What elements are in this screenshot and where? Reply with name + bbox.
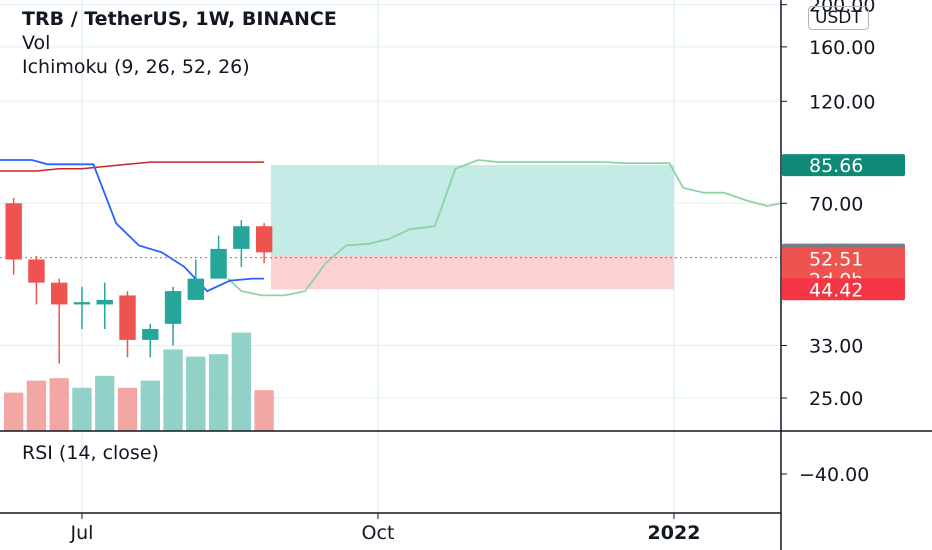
grid <box>0 0 781 513</box>
candle-body <box>142 329 159 340</box>
price-label-value: 44.42 <box>809 279 863 301</box>
candle-body <box>73 302 91 305</box>
price-label-box <box>782 278 905 301</box>
volume-bar <box>254 390 274 431</box>
volume-legend[interactable]: Vol <box>22 32 51 54</box>
candle-body <box>5 203 22 260</box>
candlesticks <box>0 197 781 364</box>
ichimoku-kijun-line <box>0 161 265 172</box>
volume-bar <box>163 349 183 431</box>
ichimoku-tenkan-line <box>0 159 265 293</box>
price-label-box <box>782 154 905 177</box>
time-tick-label: 2022 <box>648 522 701 544</box>
price-tick-label: 25.00 <box>809 388 863 410</box>
candle-body <box>28 259 45 283</box>
volume-bar <box>140 380 160 431</box>
ichimoku-lines <box>0 159 782 297</box>
position-profit-zone <box>270 165 674 256</box>
volume-bar <box>26 380 47 431</box>
currency-button[interactable]: USDT <box>808 6 869 30</box>
candle-body <box>233 226 250 249</box>
volume-bar <box>117 387 138 431</box>
volume-bar <box>208 354 229 431</box>
price-label-value: 52.51 <box>809 249 863 271</box>
price-tick-label: 120.00 <box>809 91 875 113</box>
position-loss-zone <box>270 255 674 290</box>
candle-body <box>255 226 273 253</box>
candle-body <box>51 282 68 305</box>
price-tick-label: 160.00 <box>809 37 875 59</box>
candle-body <box>210 248 227 279</box>
ichimoku-leading-span-line <box>227 159 782 297</box>
symbol-title[interactable]: TRB / TetherUS, 1W, BINANCE <box>22 8 337 30</box>
volume-bar <box>95 375 115 431</box>
candle-body <box>119 295 136 340</box>
candle-body <box>187 278 205 300</box>
price-tick-label: 70.00 <box>809 193 863 215</box>
volume-bar <box>186 356 206 431</box>
time-tick-label: Oct <box>362 522 395 544</box>
ichimoku-legend[interactable]: Ichimoku (9, 26, 52, 26) <box>22 56 250 78</box>
volume-bars <box>3 332 274 431</box>
volume-bar <box>49 378 69 431</box>
position-tool[interactable] <box>270 165 674 290</box>
volume-bar <box>72 387 92 431</box>
candle-body <box>96 299 113 305</box>
time-tick-label: Jul <box>70 522 94 544</box>
price-tick-label: 33.00 <box>809 336 863 358</box>
price-labels: 85.6653.0852.512d 0h44.42 <box>782 154 905 301</box>
volume-bar <box>231 332 252 431</box>
price-tick-label: 200.00 <box>809 0 875 17</box>
candle-body <box>164 291 182 324</box>
price-label-value: 85.66 <box>809 155 863 177</box>
rsi-tick-label: −40.00 <box>799 464 869 486</box>
rsi-legend[interactable]: RSI (14, close) <box>22 442 159 464</box>
volume-bar <box>3 392 24 431</box>
